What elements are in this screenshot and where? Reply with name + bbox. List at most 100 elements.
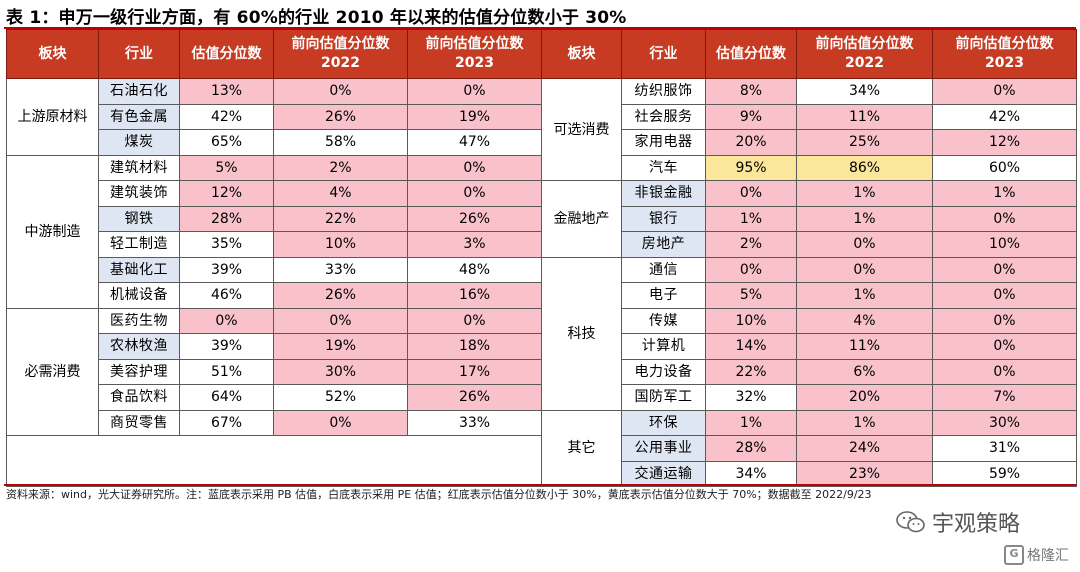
industry-cell-left: 有色金属	[98, 103, 180, 130]
pct-cell-left: 13%	[179, 78, 274, 105]
pct-cell-right: 10%	[705, 307, 797, 334]
industry-cell-right: 社会服务	[621, 103, 706, 130]
pct-cell-left: 67%	[179, 409, 274, 436]
table-row: 轻工制造 35% 10% 3% 房地产 2% 0% 10%	[7, 231, 1077, 258]
table-row: 钢铁 28% 22% 26% 银行 1% 1% 0%	[7, 205, 1077, 232]
header-fwd-2023-line1: 前向估值分位数	[425, 36, 524, 52]
pct-cell-left: 64%	[179, 384, 274, 411]
wechat-icon	[896, 511, 925, 533]
fwd-2023-cell-right: 7%	[932, 384, 1077, 411]
fwd-2023-cell-right: 60%	[932, 154, 1077, 181]
header-fwd-2022-right-line1: 前向估值分位数	[815, 36, 914, 52]
sector-cell-right: 科技	[541, 256, 622, 411]
header-sector: 板块	[6, 29, 99, 79]
table-row: 机械设备 46% 26% 16% 电子 5% 1% 0%	[7, 282, 1077, 309]
pct-cell-right: 95%	[705, 154, 797, 181]
pct-cell-left: 42%	[179, 103, 274, 130]
fwd-2022-cell-right: 4%	[796, 307, 933, 334]
fwd-2022-cell-left: 58%	[273, 129, 408, 156]
fwd-2023-cell-right: 0%	[932, 358, 1077, 385]
title-rule	[4, 27, 1076, 29]
corner-mark-text: 格隆汇	[1027, 548, 1069, 564]
fwd-2022-cell-left: 10%	[273, 231, 408, 258]
pct-cell-right: 5%	[705, 282, 797, 309]
fwd-2022-cell-right: 6%	[796, 358, 933, 385]
brand-watermark: 宇观策略	[896, 506, 1020, 538]
industry-cell-left: 医药生物	[98, 307, 180, 334]
sector-cell-right: 金融地产	[541, 180, 622, 258]
pct-cell-left: 46%	[179, 282, 274, 309]
industry-cell-right: 计算机	[621, 333, 706, 360]
industry-cell-left: 煤炭	[98, 129, 180, 156]
industry-cell-right: 电力设备	[621, 358, 706, 385]
industry-cell-left: 石油石化	[98, 78, 180, 105]
table-row: 食品饮料 64% 52% 26% 国防军工 32% 20% 7%	[7, 384, 1077, 411]
header-fwd-2023-right-line2: 2023	[985, 55, 1024, 71]
pct-cell-right: 8%	[705, 78, 797, 105]
industry-cell-right: 家用电器	[621, 129, 706, 156]
fwd-2023-cell-right: 0%	[932, 78, 1077, 105]
sector-cell-left: 必需消费	[6, 307, 99, 436]
header-fwd-2023: 前向估值分位数 2023	[407, 29, 542, 79]
industry-cell-left: 轻工制造	[98, 231, 180, 258]
fwd-2023-cell-right: 10%	[932, 231, 1077, 258]
fwd-2022-cell-right: 24%	[796, 435, 933, 462]
industry-cell-right: 汽车	[621, 154, 706, 181]
table-title: 表 1：申万一级行业方面，有 60%的行业 2010 年以来的估值分位数小于 3…	[6, 8, 627, 28]
fwd-2023-cell-left: 0%	[407, 78, 542, 105]
industry-cell-right: 纺织服饰	[621, 78, 706, 105]
fwd-2023-cell-left: 26%	[407, 205, 542, 232]
industry-cell-right: 交通运输	[621, 460, 706, 487]
fwd-2022-cell-right: 25%	[796, 129, 933, 156]
sector-cell-right: 可选消费	[541, 78, 622, 181]
fwd-2022-cell-right: 11%	[796, 103, 933, 130]
fwd-2023-cell-left: 26%	[407, 384, 542, 411]
pct-cell-right: 22%	[705, 358, 797, 385]
pct-cell-left: 35%	[179, 231, 274, 258]
fwd-2023-cell-right: 31%	[932, 435, 1077, 462]
header-fwd-2022-line1: 前向估值分位数	[291, 36, 390, 52]
fwd-2023-cell-right: 0%	[932, 333, 1077, 360]
fwd-2022-cell-right: 0%	[796, 256, 933, 283]
table-row: 上游原材料 石油石化 13% 0% 0% 可选消费 纺织服饰 8% 34% 0%	[6, 78, 1077, 181]
table-row: 煤炭 65% 58% 47% 家用电器 20% 25% 12%	[7, 129, 1077, 156]
fwd-2022-cell-right: 34%	[796, 78, 933, 105]
pct-cell-right: 0%	[705, 180, 797, 207]
header-pct-right: 估值分位数	[705, 29, 797, 79]
table-row: 商贸零售 67% 0% 33% 其它 环保 1% 1% 30%	[7, 409, 1077, 487]
pct-cell-left: 12%	[179, 180, 274, 207]
header-fwd-2023-line2: 2023	[455, 55, 494, 71]
fwd-2023-cell-left: 0%	[407, 307, 542, 334]
pct-cell-right: 28%	[705, 435, 797, 462]
pct-cell-left: 39%	[179, 333, 274, 360]
header-fwd-2022-right: 前向估值分位数 2022	[796, 29, 933, 79]
industry-cell-right: 通信	[621, 256, 706, 283]
header-fwd-2023-right: 前向估值分位数 2023	[932, 29, 1077, 79]
fwd-2022-cell-right: 1%	[796, 180, 933, 207]
industry-cell-right: 传媒	[621, 307, 706, 334]
industry-cell-right: 银行	[621, 205, 706, 232]
industry-cell-left: 基础化工	[98, 256, 180, 283]
industry-cell-left: 建筑装饰	[98, 180, 180, 207]
sector-cell-left: 上游原材料	[6, 78, 99, 156]
fwd-2023-cell-left: 33%	[407, 409, 542, 436]
fwd-2023-cell-left: 0%	[407, 154, 542, 181]
fwd-2022-cell-left: 30%	[273, 358, 408, 385]
header-row: 板块 行业 估值分位数 前向估值分位数 2022 前向估值分位数 2023 板块 行…	[6, 29, 1077, 79]
industry-cell-right: 公用事业	[621, 435, 706, 462]
pct-cell-left: 39%	[179, 256, 274, 283]
pct-cell-left: 28%	[179, 205, 274, 232]
pct-cell-right: 14%	[705, 333, 797, 360]
table-row: 交通运输 34% 23% 59%	[7, 460, 1077, 487]
fwd-2023-cell-left: 47%	[407, 129, 542, 156]
table-row: 有色金属 42% 26% 19% 社会服务 9% 11% 42%	[7, 103, 1077, 130]
pct-cell-left: 0%	[179, 307, 274, 334]
fwd-2023-cell-left: 0%	[407, 180, 542, 207]
footnote-rule	[4, 484, 1076, 486]
pct-cell-right: 1%	[705, 409, 797, 436]
header-fwd-2023-right-line1: 前向估值分位数	[955, 36, 1054, 52]
table-row: 中游制造 建筑材料 5% 2% 0% 汽车 95% 86% 60%	[6, 154, 1077, 309]
fwd-2022-cell-left: 26%	[273, 282, 408, 309]
fwd-2023-cell-right: 59%	[932, 460, 1077, 487]
pct-cell-right: 2%	[705, 231, 797, 258]
